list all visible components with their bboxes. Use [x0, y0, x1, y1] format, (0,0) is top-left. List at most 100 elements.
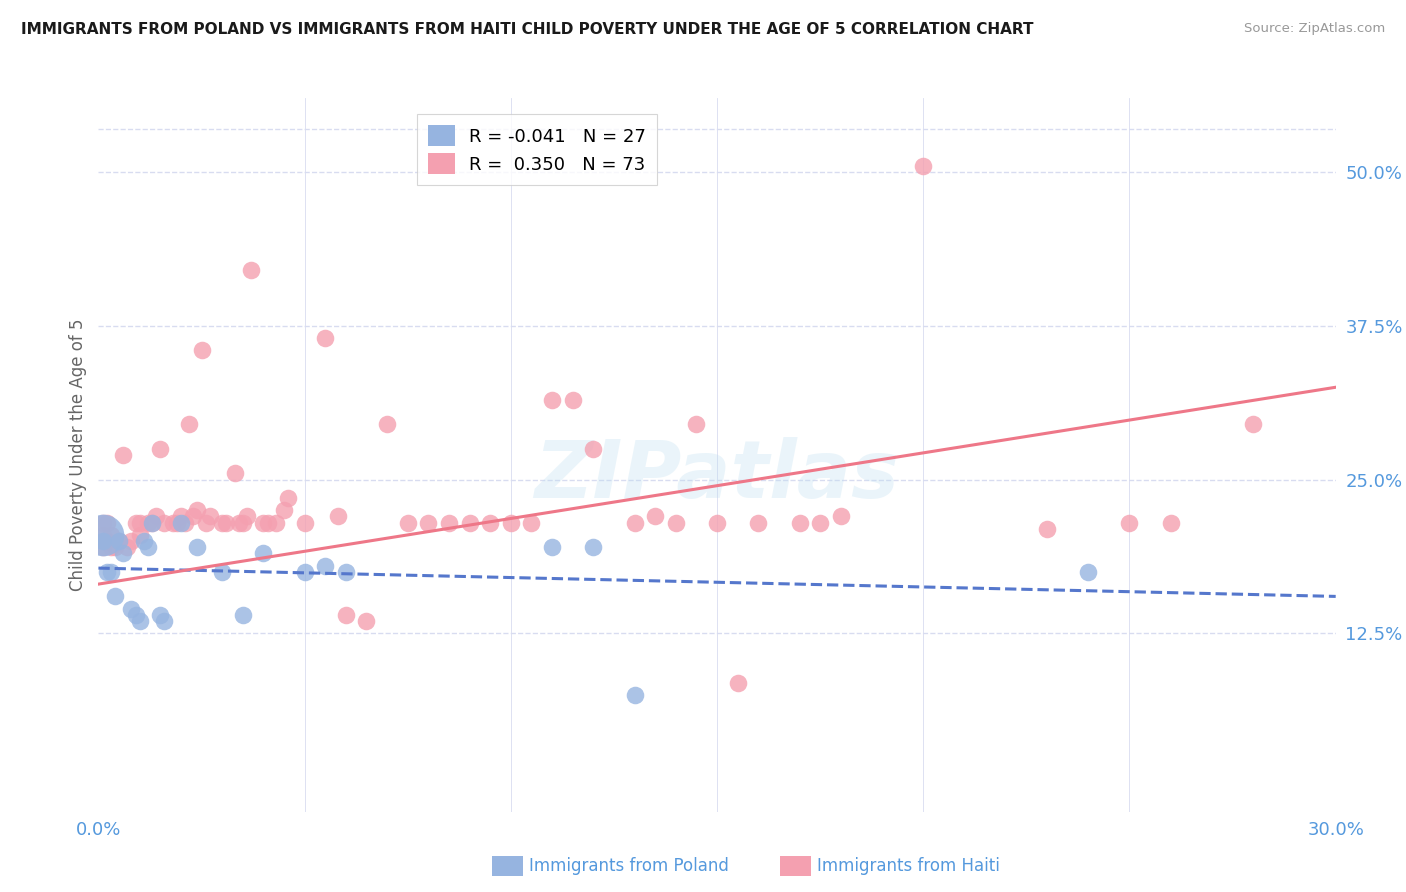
Point [1077, 565, 1099, 579]
Point [582, 442, 605, 456]
Point [520, 516, 543, 530]
Point [437, 516, 460, 530]
Point [326, 509, 349, 524]
Point [112, 448, 135, 462]
Point [194, 516, 217, 530]
Point [335, 565, 357, 579]
Point [120, 534, 142, 549]
Point [665, 516, 688, 530]
Point [91, 534, 114, 549]
Point [170, 509, 193, 524]
Point [124, 607, 146, 622]
Point [375, 417, 398, 432]
Point [232, 516, 254, 530]
Text: ZIPatlas: ZIPatlas [534, 437, 900, 516]
Point [294, 565, 316, 579]
Point [418, 516, 440, 530]
Point [136, 516, 159, 530]
Point [499, 516, 522, 530]
Point [356, 614, 378, 628]
Point [128, 516, 150, 530]
Point [808, 516, 831, 530]
Point [190, 343, 212, 358]
Point [100, 528, 122, 542]
Point [561, 392, 583, 407]
Point [273, 503, 295, 517]
Point [215, 516, 238, 530]
Point [458, 516, 481, 530]
Point [170, 516, 193, 530]
Point [685, 417, 707, 432]
Text: Source: ZipAtlas.com: Source: ZipAtlas.com [1244, 22, 1385, 36]
Point [100, 540, 122, 554]
Point [108, 534, 131, 549]
Point [96, 534, 118, 549]
Point [181, 509, 204, 524]
Point [179, 417, 201, 432]
Point [252, 546, 274, 560]
Point [232, 607, 254, 622]
Point [541, 540, 564, 554]
Point [96, 565, 118, 579]
Point [706, 516, 728, 530]
Point [141, 516, 163, 530]
Point [396, 516, 419, 530]
Point [582, 540, 605, 554]
Point [541, 392, 564, 407]
Point [277, 491, 299, 505]
Point [747, 516, 769, 530]
Point [112, 546, 135, 560]
Point [100, 565, 122, 579]
Point [124, 516, 146, 530]
Point [224, 467, 246, 481]
Point [149, 607, 172, 622]
Point [1036, 522, 1059, 536]
Legend: R = -0.041   N = 27, R =  0.350   N = 73: R = -0.041 N = 27, R = 0.350 N = 73 [416, 114, 657, 185]
Point [136, 540, 159, 554]
Point [1241, 417, 1264, 432]
Point [174, 516, 197, 530]
Point [335, 607, 357, 622]
Point [727, 675, 749, 690]
Point [264, 516, 287, 530]
Point [198, 509, 221, 524]
Point [104, 540, 127, 554]
Point [314, 331, 336, 345]
Point [236, 509, 259, 524]
Point [96, 516, 118, 530]
Point [128, 614, 150, 628]
Point [314, 558, 336, 573]
Point [1160, 516, 1182, 530]
Text: IMMIGRANTS FROM POLAND VS IMMIGRANTS FROM HAITI CHILD POVERTY UNDER THE AGE OF 5: IMMIGRANTS FROM POLAND VS IMMIGRANTS FRO… [21, 22, 1033, 37]
Point [132, 534, 155, 549]
Point [252, 516, 274, 530]
Point [149, 442, 172, 456]
Point [91, 540, 114, 554]
Point [153, 614, 176, 628]
Text: Immigrants from Haiti: Immigrants from Haiti [817, 857, 1000, 875]
Y-axis label: Child Poverty Under the Age of 5: Child Poverty Under the Age of 5 [69, 318, 87, 591]
Point [623, 688, 645, 702]
Point [479, 516, 502, 530]
Point [117, 540, 139, 554]
Point [623, 516, 645, 530]
Point [141, 516, 163, 530]
Point [108, 534, 131, 549]
Point [104, 590, 127, 604]
Point [228, 516, 250, 530]
Point [186, 540, 208, 554]
Point [912, 159, 935, 173]
Text: Immigrants from Poland: Immigrants from Poland [529, 857, 728, 875]
Point [186, 503, 208, 517]
Point [830, 509, 852, 524]
Point [789, 516, 811, 530]
Point [294, 516, 316, 530]
Point [145, 509, 167, 524]
Point [91, 528, 114, 542]
Point [211, 516, 233, 530]
Point [240, 263, 263, 277]
Point [166, 516, 188, 530]
Point [211, 565, 233, 579]
Point [128, 528, 150, 542]
Point [91, 516, 114, 530]
